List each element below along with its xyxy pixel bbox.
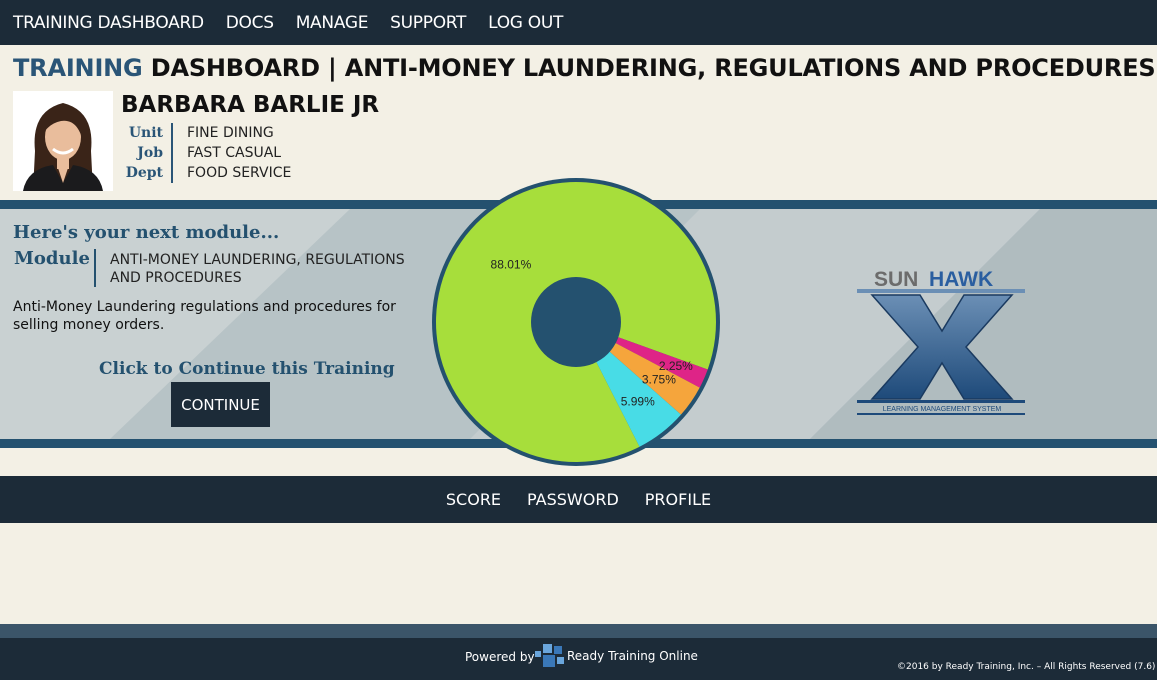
sub-nav: SCORE PASSWORD PROFILE [0, 476, 1157, 523]
module-divider [94, 249, 96, 287]
nav-training-dashboard[interactable]: TRAINING DASHBOARD [13, 12, 204, 33]
pie-label-3: 5.99% [621, 395, 655, 409]
powered-by-text: Powered by [465, 650, 535, 664]
pie-label-1: 2.25% [659, 359, 693, 373]
pie-label-2: 3.75% [642, 372, 676, 386]
footer-strip [0, 624, 1157, 638]
nav-docs[interactable]: DOCS [225, 12, 274, 33]
footer [0, 638, 1157, 680]
module-description: Anti-Money Laundering regulations and pr… [13, 299, 396, 333]
user-name: BARBARA BARLIE JR [121, 92, 380, 118]
avatar [13, 91, 113, 191]
module-label: Module [14, 248, 90, 269]
nav-log-out[interactable]: LOG OUT [488, 12, 564, 33]
top-nav: TRAINING DASHBOARD DOCS MANAGE SUPPORT L… [0, 0, 1157, 45]
ready-training-brand: Ready Training Online [567, 649, 698, 663]
sunhawk-logo: SUN HAWK LEARNING MANAGEMENT SYSTEM [857, 268, 1025, 415]
continue-training-link[interactable]: Click to Continue this Training [99, 359, 395, 379]
nav-score[interactable]: SCORE [445, 490, 502, 509]
next-module-heading: Here's your next module... [13, 222, 280, 243]
ready-training-logo-icon [535, 644, 564, 667]
pie-center [531, 277, 621, 367]
info-row-job: Job FAST CASUAL [121, 143, 291, 163]
dept-value: FOOD SERVICE [187, 165, 292, 181]
continue-button[interactable]: CONTINUE [171, 382, 270, 427]
info-row-dept: Dept FOOD SERVICE [121, 163, 291, 183]
copyright-text: ©2016 by Ready Training, Inc. – All Righ… [897, 662, 1157, 672]
job-value: FAST CASUAL [187, 145, 282, 161]
nav-profile[interactable]: PROFILE [644, 490, 712, 509]
logo-tagline: LEARNING MANAGEMENT SYSTEM [883, 406, 1002, 413]
info-row-unit: Unit FINE DINING [121, 123, 291, 143]
module-name: ANTI-MONEY LAUNDERING, REGULATIONS AND P… [110, 252, 405, 286]
page-title-rest: DASHBOARD | ANTI-MONEY LAUNDERING, REGUL… [150, 54, 1156, 82]
user-photo [13, 91, 113, 191]
pie-label-0: 88.01% [491, 258, 532, 272]
unit-label: Unit [121, 123, 173, 143]
page-title: TRAINING DASHBOARD | ANTI-MONEY LAUNDERI… [13, 54, 1156, 82]
dept-label: Dept [121, 163, 173, 183]
logo-sun-text: SUN [874, 268, 918, 291]
progress-pie-chart: 88.01% 2.25%3.75% 5.99% [432, 178, 720, 466]
page-title-accent: TRAINING [13, 54, 143, 82]
unit-value: FINE DINING [187, 125, 274, 141]
job-label: Job [121, 143, 173, 163]
user-info-table: Unit FINE DINING Job FAST CASUAL Dept FO… [121, 123, 291, 183]
logo-hawk-text: HAWK [929, 268, 993, 291]
nav-manage[interactable]: MANAGE [295, 12, 369, 33]
nav-password[interactable]: PASSWORD [527, 490, 619, 509]
nav-support[interactable]: SUPPORT [390, 12, 467, 33]
